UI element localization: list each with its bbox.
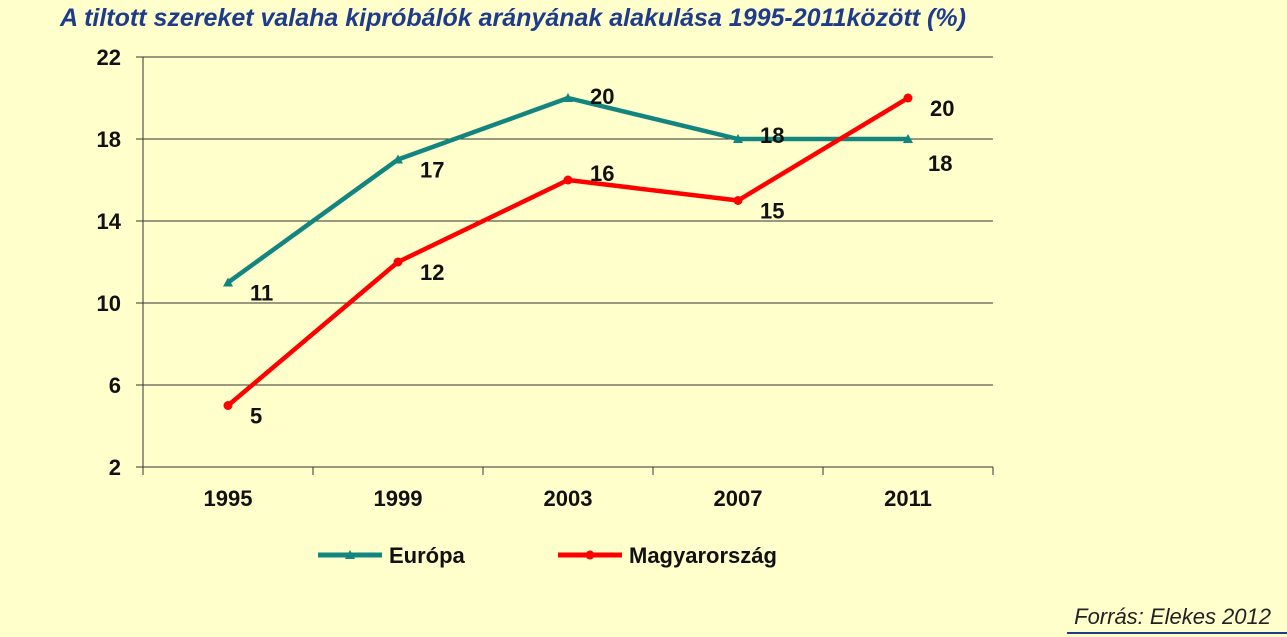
legend: Európa Magyarország (318, 543, 777, 568)
x-tick-label-1999: 1999 (374, 486, 423, 511)
marker-Magyarország-1999 (393, 257, 403, 267)
y-tick-label-14: 14 (97, 209, 122, 234)
x-tick-label-2007: 2007 (714, 486, 763, 511)
data-label-Magyarország-1995: 5 (250, 404, 262, 429)
series-line-Magyarország (226, 96, 910, 408)
data-labels: 11 17 20 18 18 5 12 16 15 20 (250, 84, 954, 429)
x-tick-label-2003: 2003 (544, 486, 593, 511)
legend-marker-Magyarország (585, 550, 595, 560)
marker-Magyarország-2011 (903, 93, 913, 103)
marker-Európa-2011 (903, 134, 913, 143)
data-label-Európa-1995: 11 (250, 281, 273, 306)
marker-Magyarország-1995 (223, 401, 233, 410)
y-tick-label-22: 22 (97, 45, 121, 70)
y-tick-label-18: 18 (97, 127, 121, 152)
source-underline (1067, 632, 1287, 634)
axes (136, 56, 994, 475)
y-tick-label-2: 2 (109, 455, 121, 480)
chart-title: A tiltott szereket valaha kipróbálók ará… (60, 4, 966, 32)
gridlines (143, 56, 993, 386)
line-chart: 2 6 10 14 18 22 1995 1999 2003 2007 2011 11 17 20 18… (97, 45, 994, 568)
data-label-Európa-2003: 20 (590, 84, 614, 109)
data-label-Magyarország-2007: 15 (760, 199, 784, 224)
series-line-Európa (226, 95, 908, 285)
marker-Magyarország-2007 (733, 196, 743, 205)
legend-marker-Európa (345, 550, 355, 559)
y-tick-label-10: 10 (97, 291, 121, 316)
source-text: Forrás: Elekes 2012 (1074, 604, 1271, 629)
marker-Európa-2007 (733, 134, 743, 143)
data-label-Európa-2007: 18 (760, 123, 784, 148)
x-tick-label-1995: 1995 (204, 486, 253, 511)
data-label-Magyarország-1999: 12 (420, 260, 444, 285)
marker-Európa-1995 (223, 277, 233, 287)
x-tick-labels: 1995 1999 2003 2007 2011 (204, 486, 932, 511)
data-label-Magyarország-2003: 16 (590, 161, 614, 186)
data-label-Magyarország-2011: 20 (930, 96, 954, 121)
legend-label-Európa: Európa (389, 543, 466, 568)
data-label-Európa-2011: 18 (928, 151, 952, 176)
series-markers (223, 93, 913, 410)
y-tick-labels: 2 6 10 14 18 22 (97, 45, 122, 480)
data-label-Európa-1999: 17 (420, 158, 444, 183)
legend-label-Magyarország: Magyarország (629, 543, 777, 568)
marker-Magyarország-2003 (563, 175, 573, 185)
marker-Európa-1999 (393, 154, 403, 164)
y-tick-label-6: 6 (109, 373, 121, 398)
series-lines (226, 95, 910, 408)
x-tick-label-2011: 2011 (884, 486, 932, 511)
marker-Európa-2003 (563, 93, 573, 102)
